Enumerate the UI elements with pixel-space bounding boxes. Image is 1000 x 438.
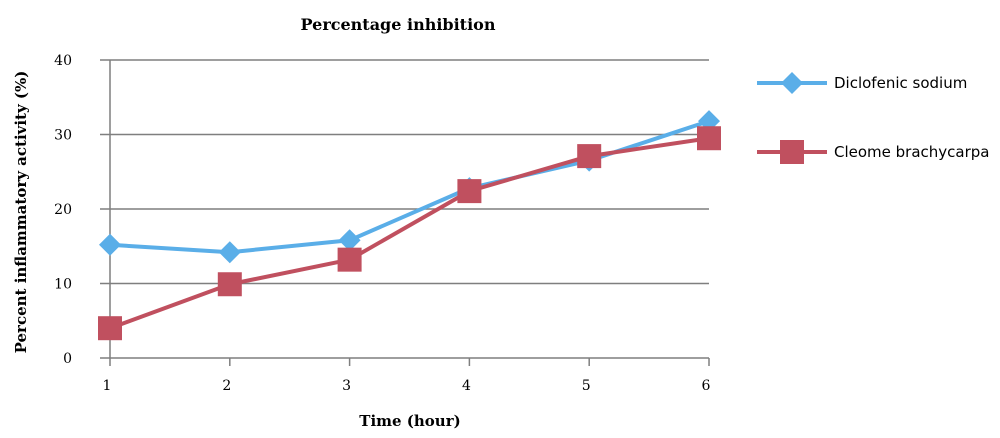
x-tick-label: 4 xyxy=(462,378,471,394)
data-point xyxy=(338,229,361,252)
y-tick-label: 40 xyxy=(54,53,72,69)
x-tick-label: 3 xyxy=(342,378,351,394)
x-axis-label: Time (hour) xyxy=(359,412,460,430)
y-tick-labels: 0 10 20 30 40 xyxy=(54,53,72,367)
legend-marker xyxy=(780,140,804,164)
y-axis-label: Percent inflammatory activity (%) xyxy=(12,71,30,354)
legend: Diclofenic sodium Cleome brachycarpa xyxy=(757,72,990,164)
x-tick-label: 5 xyxy=(582,378,591,394)
series-1 xyxy=(99,110,720,264)
data-point xyxy=(99,233,121,256)
legend-label: Diclofenic sodium xyxy=(834,74,967,92)
data-point xyxy=(697,126,721,151)
series-line xyxy=(109,136,710,331)
y-tick-label: 30 xyxy=(54,128,72,144)
chart-title: Percentage inhibition xyxy=(301,15,496,34)
series-group xyxy=(98,110,721,341)
data-point xyxy=(337,247,362,272)
y-tick-label: 20 xyxy=(54,202,72,218)
x-tick-label: 1 xyxy=(103,378,112,394)
data-point xyxy=(217,272,242,297)
series-line xyxy=(109,119,710,255)
data-point xyxy=(457,179,482,204)
data-point xyxy=(98,316,122,341)
y-tick-label: 10 xyxy=(54,277,72,293)
x-tick-label: 2 xyxy=(222,378,231,394)
series-2 xyxy=(98,126,721,341)
x-tick-label: 6 xyxy=(702,378,711,394)
legend-item-2: Cleome brachycarpa xyxy=(757,140,990,164)
y-tick-label: 0 xyxy=(63,351,72,367)
data-point xyxy=(577,144,602,169)
x-tick-labels: 1 2 3 4 5 6 xyxy=(103,378,711,394)
legend-marker xyxy=(781,72,803,94)
axes xyxy=(100,60,710,366)
legend-label: Cleome brachycarpa xyxy=(834,143,990,161)
gridlines xyxy=(100,59,709,285)
data-point xyxy=(218,241,241,264)
legend-item-1: Diclofenic sodium xyxy=(757,72,967,94)
